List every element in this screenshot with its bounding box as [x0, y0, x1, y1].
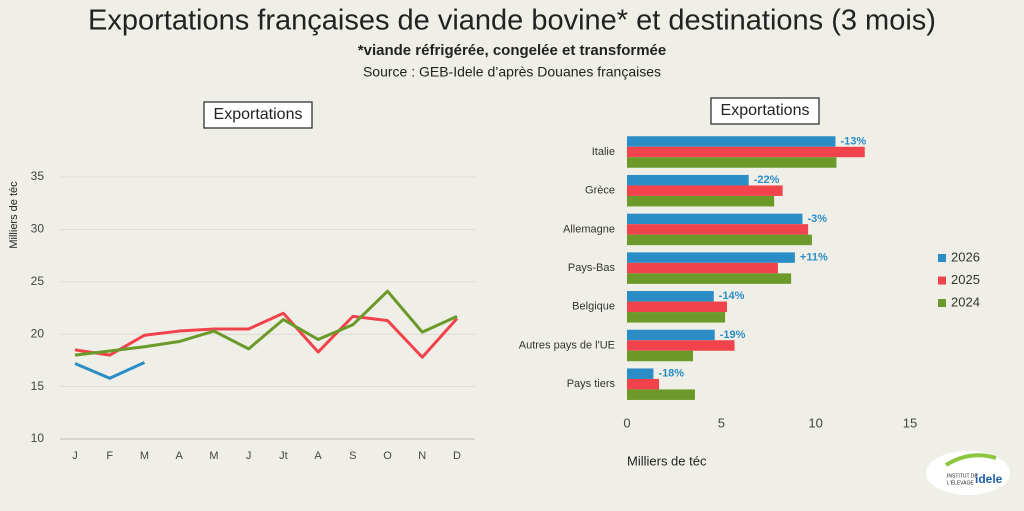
bar — [627, 136, 836, 147]
y-tick-label: 10 — [31, 431, 45, 445]
bar — [627, 301, 727, 313]
logo-swoosh — [944, 453, 997, 467]
logo-text: L'ÉLEVAGE — [947, 479, 974, 486]
bar — [627, 195, 775, 207]
logo-name: idele — [975, 472, 1003, 486]
x-tick-label: A — [314, 450, 322, 462]
category-label: Belgique — [572, 301, 615, 313]
legend-swatch — [938, 254, 946, 262]
category-label: Pays tiers — [567, 378, 616, 390]
legend-label: 2024 — [951, 294, 980, 309]
x-tick-label: 10 — [808, 415, 822, 430]
y-tick-label: 15 — [31, 379, 45, 393]
y-tick-label: 35 — [31, 169, 45, 183]
line-series — [74, 361, 146, 380]
change-label: -14% — [719, 290, 745, 302]
line-series — [74, 311, 459, 359]
category-label: Italie — [592, 146, 615, 158]
change-label: -19% — [720, 329, 746, 341]
y-tick-label: 20 — [31, 326, 45, 340]
category-label: Allemagne — [563, 223, 615, 235]
logo: INSTITUT DE L'ÉLEVAGE idele — [926, 451, 1010, 495]
change-label: -18% — [658, 368, 684, 380]
legend-swatch — [938, 276, 946, 285]
x-tick-label: 15 — [903, 415, 917, 430]
subtitle: *viande réfrigérée, congelée et transfor… — [358, 42, 666, 59]
bar — [627, 350, 694, 362]
x-tick-label: D — [453, 450, 461, 462]
bar — [627, 368, 654, 379]
change-label: -13% — [840, 135, 866, 147]
bar — [627, 273, 792, 284]
bar — [627, 389, 695, 400]
bar — [627, 312, 726, 323]
x-tick-label: O — [383, 450, 392, 462]
category-label: Pays-Bas — [568, 262, 616, 274]
x-tick-label: A — [176, 450, 184, 462]
bar — [627, 224, 809, 235]
logo-shape — [926, 451, 1010, 495]
legend-label: 2025 — [951, 272, 980, 287]
bar — [627, 252, 795, 263]
bar — [627, 146, 865, 158]
y-tick-label: 30 — [31, 222, 45, 236]
category-label: Autres pays de l'UE — [519, 339, 615, 351]
change-label: -22% — [754, 174, 780, 186]
x-tick-label: S — [349, 450, 356, 462]
right-title-box — [710, 97, 820, 125]
right-chart-title: Exportations — [721, 102, 810, 119]
change-label: +11% — [800, 252, 828, 264]
x-tick-label: F — [106, 450, 113, 462]
legend-swatch — [938, 299, 946, 307]
title: Exportations françaises de viande bovine… — [88, 5, 936, 37]
source: Source : GEB-Idele d’après Douanes franç… — [363, 64, 661, 80]
bar — [627, 157, 837, 168]
bar — [627, 262, 778, 274]
y-tick-label: 25 — [31, 274, 45, 288]
x-axis-label: Milliers de téc — [627, 453, 707, 468]
change-label: -3% — [807, 213, 827, 225]
bar — [627, 291, 714, 302]
legend-label: 2026 — [951, 249, 980, 264]
x-tick-label: N — [418, 450, 426, 462]
bar — [627, 340, 735, 351]
bar — [627, 234, 812, 246]
category-label: Grèce — [585, 185, 615, 197]
y-axis-label: Milliers de téc — [8, 181, 20, 249]
x-tick-label: Jt — [279, 450, 288, 462]
x-tick-label: 0 — [623, 415, 630, 430]
bar — [627, 329, 715, 341]
line-series — [74, 289, 458, 357]
bar — [627, 174, 749, 186]
bar — [627, 378, 660, 390]
left-title-box — [203, 101, 313, 129]
x-tick-label: J — [72, 450, 78, 462]
x-tick-label: J — [246, 450, 252, 462]
bar — [627, 185, 783, 196]
x-tick-label: 5 — [718, 415, 725, 430]
left-chart-title: Exportations — [214, 106, 303, 123]
x-tick-label: M — [209, 450, 218, 462]
bar — [627, 213, 803, 225]
logo-text: INSTITUT DE — [947, 473, 978, 479]
x-tick-label: M — [140, 450, 149, 462]
